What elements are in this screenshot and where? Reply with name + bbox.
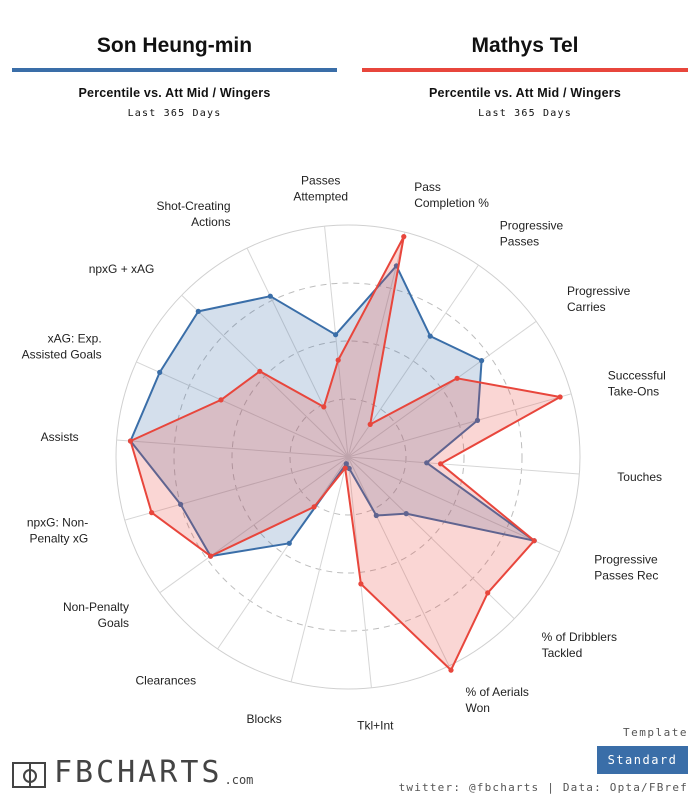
radar-spoke (347, 320, 537, 458)
axis-label: npxG + xAG (89, 262, 155, 276)
series-2-point (257, 368, 263, 374)
player1-color-bar (12, 68, 337, 72)
axis-label: Blocks (246, 712, 281, 726)
axis-label: Tkl+Int (357, 719, 394, 733)
axis-label: xAG: Exp. Assisted Goals (22, 331, 102, 361)
radar-spoke (159, 456, 349, 594)
axis-label: Passes Attempted (293, 173, 348, 203)
radar-outer-ring (115, 224, 581, 690)
series-1-point (286, 540, 292, 546)
logo-text: FBCHARTS (54, 755, 223, 790)
series-2-point (485, 590, 491, 596)
radar-spoke (116, 439, 349, 458)
axis-label: % of Aerials Won (466, 685, 529, 715)
axis-label: Shot-Creating Actions (156, 199, 230, 229)
axis-label: Assists (41, 430, 79, 444)
radar-spoke (347, 231, 406, 458)
template-label: Template (623, 726, 688, 739)
series-1-point (346, 465, 352, 472)
series-2-point (321, 404, 327, 410)
series-2-point (438, 461, 444, 467)
radar-spoke (347, 456, 450, 667)
radar-spoke (124, 456, 349, 521)
series-2-point (367, 421, 373, 427)
radar-spoke (136, 361, 349, 458)
fbcharts-logo: FBCHARTS .com (12, 758, 253, 788)
series-2-point (557, 394, 563, 400)
player1-name: Son Heung-min (96, 34, 253, 57)
radar-spoke (324, 226, 349, 458)
series-2-point (127, 438, 134, 444)
series-2-point (208, 553, 214, 559)
series-2-point (448, 667, 454, 673)
series-2-point (342, 465, 348, 471)
series-1-point (424, 460, 430, 466)
series-1-point (333, 332, 339, 338)
radar-spoke (347, 456, 560, 553)
radar-spoke (246, 247, 349, 458)
series-2-point (531, 538, 537, 544)
series-area-2 (129, 235, 562, 672)
series-1-point (474, 417, 481, 423)
series-2-point (358, 581, 364, 587)
radar-ring-2 (231, 340, 465, 574)
axis-label: Pass Completion % (414, 180, 489, 210)
player2-color-bar (362, 68, 688, 72)
radar-spoke (347, 393, 572, 458)
axis-label: Progressive Passes Rec (594, 553, 658, 583)
axis-label: Successful Take-Ons (608, 369, 666, 399)
axis-label: Touches (617, 470, 662, 484)
axis-label: Progressive Carries (567, 284, 631, 314)
series-1-point (403, 510, 409, 517)
credits: twitter: @fbcharts | Data: Opta/FBref (398, 781, 688, 794)
player2-range: Last 365 Days (478, 108, 572, 119)
template-standard-button[interactable]: Standard (597, 746, 688, 774)
series-1-point (195, 308, 201, 314)
axis-label: npxG: Non-Penalty xG (27, 516, 88, 546)
radar-spoke (347, 456, 580, 475)
logo-domain: .com (224, 773, 254, 787)
series-1-point (373, 512, 379, 519)
series-2-point (454, 375, 460, 381)
radar-spoke (181, 294, 349, 458)
player1-range: Last 365 Days (127, 108, 222, 119)
series-2-point (218, 397, 224, 403)
player1-subtitle: Percentile vs. Att Mid / Wingers (78, 86, 271, 100)
pitch-icon (12, 762, 46, 788)
player2-subtitle: Percentile vs. Att Mid / Wingers (429, 86, 621, 100)
radar-spoke (217, 456, 349, 650)
series-1-point (157, 369, 163, 375)
axis-label: % of Dribblers Tackled (542, 630, 617, 660)
axis-label: Progressive Passes (500, 219, 564, 249)
axis-label: Non-Penalty Goals (63, 600, 129, 630)
series-1-point (479, 358, 485, 364)
series-1-point (427, 333, 433, 339)
series-2-point (311, 504, 317, 510)
radar-spoke (290, 456, 349, 683)
series-1-point (178, 501, 184, 507)
radar-ring-1 (289, 398, 407, 516)
series-2-point (401, 234, 407, 240)
series-2-point (335, 357, 341, 363)
series-2-point (149, 509, 155, 516)
player2-name: Mathys Tel (471, 34, 579, 57)
axis-label: Clearances (135, 673, 196, 687)
series-1-point (267, 293, 273, 299)
series-1-point (343, 461, 349, 467)
radar-ring-3 (173, 282, 523, 632)
